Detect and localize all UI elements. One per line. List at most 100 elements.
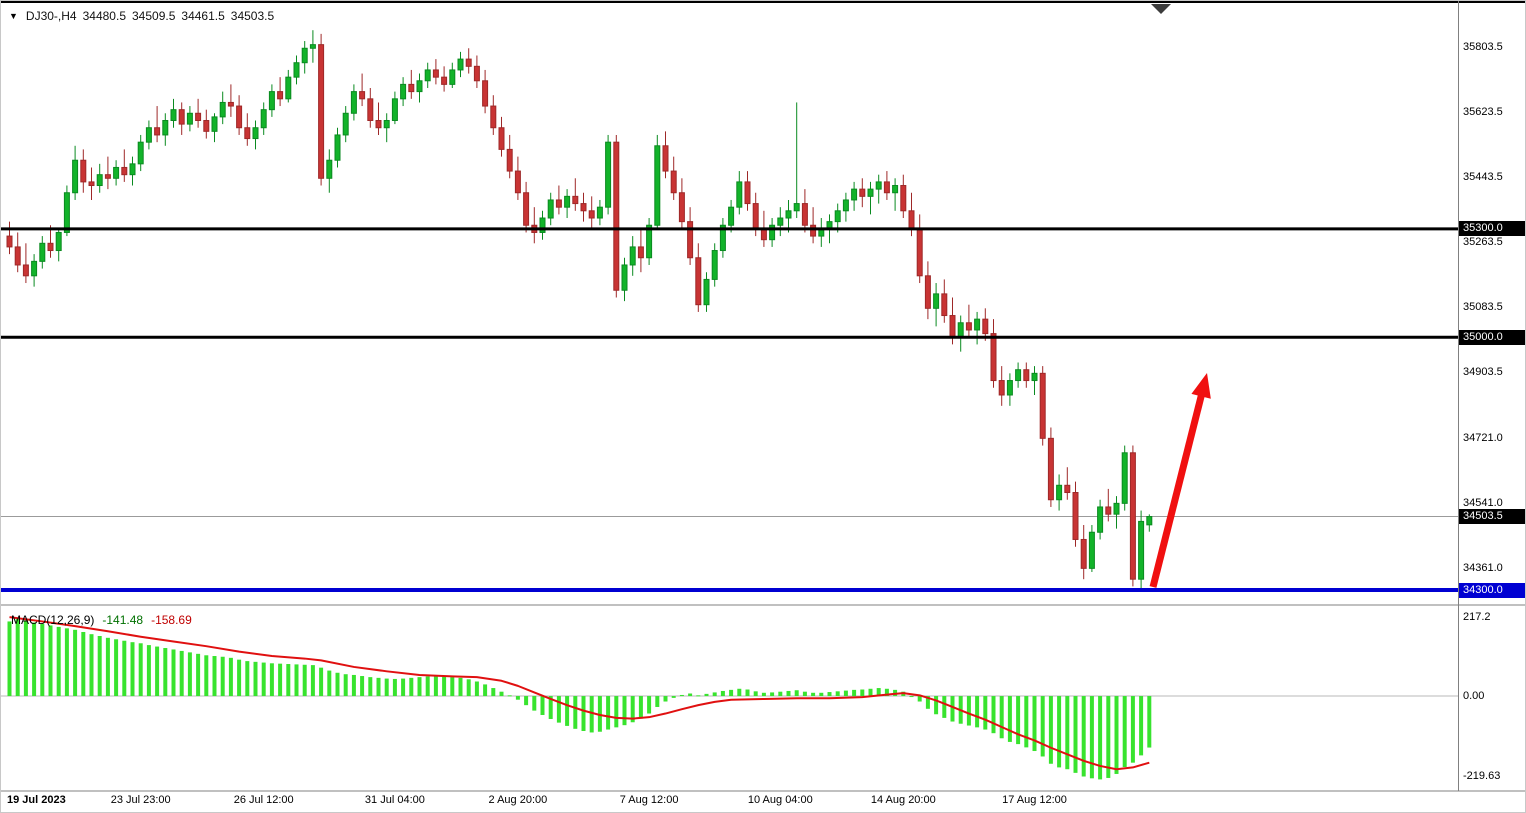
candle-up: [301, 47, 308, 64]
macd-histogram-bar: [532, 696, 537, 711]
chart-shift-marker-icon[interactable]: [1151, 4, 1171, 14]
macd-histogram-bar: [351, 674, 356, 697]
candle-up: [31, 260, 38, 277]
ohlc-close: 34503.5: [230, 9, 275, 23]
macd-tick-label: 0.00: [1463, 690, 1485, 703]
candle-down: [637, 246, 644, 259]
candle-down: [588, 210, 595, 219]
macd-histogram-bar: [425, 676, 430, 697]
candle-up: [309, 44, 316, 49]
candle-down: [1023, 369, 1030, 382]
candle-down: [47, 242, 54, 252]
candle-up: [867, 188, 874, 197]
time-axis-label: 7 Aug 12:00: [619, 794, 679, 806]
candle-up: [1113, 502, 1120, 515]
time-axis[interactable]: 19 Jul 2023 23 Jul 23:00 26 Jul 12:00 31 Ju…: [1, 792, 1525, 812]
candle-up: [416, 80, 423, 93]
collapse-ohlc-icon[interactable]: ▼: [9, 11, 18, 21]
candle-down: [178, 109, 185, 125]
macd-histogram-bar: [835, 691, 840, 697]
candle-down: [523, 192, 530, 226]
macd-histogram-bar: [753, 691, 758, 697]
macd-histogram-bar: [1057, 696, 1062, 768]
candle-down: [473, 65, 480, 82]
macd-histogram-bar: [89, 634, 94, 697]
macd-histogram-bar: [581, 696, 586, 732]
macd-histogram-bar: [638, 696, 643, 719]
macd-histogram-bar: [32, 622, 37, 697]
macd-histogram-bar: [934, 696, 939, 715]
candle-up: [63, 192, 70, 233]
macd-histogram-bar: [401, 678, 406, 697]
macd-histogram-bar: [204, 655, 209, 697]
macd-histogram-bar: [876, 688, 881, 697]
price-tick-label: 34541.0: [1463, 496, 1503, 509]
candle-up: [736, 181, 743, 208]
macd-histogram-bar: [1106, 696, 1111, 778]
candle-up: [711, 250, 718, 280]
macd-histogram-bar: [663, 696, 668, 702]
candle-up: [539, 217, 546, 233]
macd-histogram-bar: [614, 696, 619, 728]
trend-arrow-shaft[interactable]: [1149, 384, 1208, 588]
macd-histogram-bar: [327, 670, 332, 697]
macd-histogram-bar: [1016, 696, 1021, 745]
macd-histogram-bar: [474, 681, 479, 697]
macd-histogram-bar: [450, 677, 455, 697]
price-tag: 34300.0: [1459, 582, 1525, 598]
macd-histogram-bar: [7, 621, 12, 697]
macd-histogram-bar: [114, 639, 119, 697]
candle-down: [514, 170, 521, 194]
symbol-info-bar: ▼ DJ30-,H4 34480.5 34509.5 34461.5 34503…: [9, 9, 274, 23]
candle-up: [55, 231, 62, 252]
macd-tick-label: 217.2: [1463, 611, 1491, 623]
candle-up: [605, 141, 612, 208]
trend-arrow-head[interactable]: [1191, 373, 1211, 399]
macd-indicator-label: MACD(12,26,9) -141.48 -158.69: [11, 613, 192, 627]
candle-down: [236, 105, 243, 129]
macd-histogram-bar: [56, 626, 61, 697]
macd-histogram-bar: [1073, 696, 1078, 773]
macd-histogram-bar: [647, 696, 652, 714]
macd-histogram-bar: [409, 677, 414, 697]
macd-histogram-bar: [179, 650, 184, 697]
candle-down: [14, 246, 21, 266]
macd-histogram-bar: [368, 677, 373, 697]
macd-histogram-bar: [163, 648, 168, 697]
time-axis-label: 31 Jul 04:00: [364, 794, 425, 806]
candle-down: [990, 333, 997, 382]
ohlc-high: 34509.5: [132, 9, 176, 23]
macd-histogram-bar: [737, 688, 742, 697]
macd-histogram-bar: [245, 661, 250, 697]
macd-histogram-bar: [745, 689, 750, 697]
candle-up: [851, 188, 858, 201]
macd-histogram-bar: [1098, 696, 1103, 780]
candle-up: [703, 278, 710, 306]
price-tick-label: 35083.5: [1463, 301, 1503, 314]
candle-up: [621, 264, 628, 291]
candle-down: [277, 91, 284, 100]
macd-histogram-bar: [688, 693, 693, 697]
candle-up: [424, 69, 431, 82]
macd-histogram-bar: [1024, 696, 1029, 748]
macd-histogram-bar: [622, 696, 627, 726]
macd-histogram-bar: [507, 695, 512, 697]
price-axis[interactable]: 35803.5 35623.5 35443.5 35263.5 35083.5 34903…: [1459, 1, 1525, 790]
price-tick-label: 35263.5: [1463, 236, 1503, 249]
macd-histogram-bar: [1032, 696, 1037, 752]
candle-up: [719, 224, 726, 252]
time-axis-label: 26 Jul 12:00: [233, 794, 294, 806]
macd-histogram-bar: [64, 628, 69, 697]
macd-histogram-bar: [1065, 696, 1070, 770]
candle-down: [1047, 437, 1054, 501]
candle-down: [662, 145, 669, 172]
candle-up: [186, 112, 193, 125]
macd-histogram-bar: [999, 696, 1004, 739]
candle-up: [457, 58, 464, 71]
price-tick-label: 34903.5: [1463, 366, 1503, 379]
candle-up: [260, 109, 267, 129]
candle-down: [580, 203, 587, 212]
macd-histogram-bar: [319, 667, 324, 697]
candle-up: [1121, 452, 1128, 504]
